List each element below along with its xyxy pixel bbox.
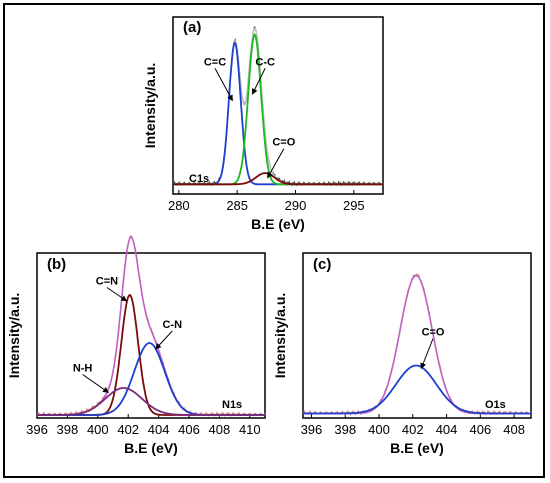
x-axis-title: B.E (eV) (390, 440, 444, 456)
plot-frame-a (172, 16, 384, 195)
x-tick-label: 406 (469, 422, 491, 437)
envelope-line (303, 274, 531, 415)
y-axis-title: Intensity/a.u. (272, 293, 288, 379)
x-tick-label: 295 (343, 198, 365, 213)
x-tick-label: 396 (301, 422, 323, 437)
panel-label: (c) (313, 256, 331, 273)
peak-annotation: C-C (255, 56, 275, 68)
x-tick-label: 410 (239, 422, 261, 437)
envelope-line (37, 236, 265, 416)
spectrum-label: N1s (222, 399, 242, 411)
x-tick-label: 402 (402, 422, 424, 437)
x-tick-label: 398 (334, 422, 356, 437)
annotation-arrow (82, 374, 109, 393)
figure-border (3, 3, 545, 478)
x-tick-label: 398 (57, 422, 79, 437)
panel-label: (a) (183, 19, 201, 36)
raw-spectrum-line (36, 235, 266, 418)
x-tick-label: 402 (117, 422, 139, 437)
peak-line-co (173, 172, 383, 186)
x-tick-label: 408 (503, 422, 525, 437)
spectrum-label: O1s (485, 399, 506, 411)
peak-annotation: N-H (73, 363, 93, 375)
x-tick-label: 290 (285, 198, 307, 213)
peak-annotation: C=N (96, 276, 118, 288)
annotation-arrow (420, 338, 434, 370)
x-tick-label: 280 (168, 198, 190, 213)
x-tick-label: 285 (226, 198, 248, 213)
peak-line-co (303, 364, 531, 415)
peak-annotation: C=C (204, 56, 226, 68)
x-tick-label: 408 (209, 422, 231, 437)
x-axis-title: B.E (eV) (124, 440, 178, 456)
x-tick-label: 396 (26, 422, 48, 437)
plot-frame-b (36, 252, 266, 419)
annotation-arrow (155, 330, 173, 350)
peak-line-nh (37, 387, 265, 416)
panel-label: (b) (47, 256, 66, 273)
peak-annotation: C=O (272, 137, 295, 149)
peak-annotation: C-N (162, 319, 182, 331)
annotation-arrow (267, 148, 285, 179)
raw-spectrum-line (172, 25, 384, 187)
x-tick-label: 400 (368, 422, 390, 437)
x-tick-label: 404 (436, 422, 458, 437)
x-axis-title: B.E (eV) (251, 216, 305, 232)
annotation-arrow (106, 287, 128, 302)
x-tick-label: 404 (148, 422, 170, 437)
x-tick-label: 406 (178, 422, 200, 437)
panel-c: 396 398 400 402 404 406 408 B.E (eV) Intensity/a… (272, 252, 532, 456)
raw-spectrum-line (302, 272, 532, 416)
x-tick-label: 400 (87, 422, 109, 437)
annotation-arrow (251, 68, 266, 95)
peak-annotation: C=O (422, 327, 445, 339)
panel-b: 396 398 400 402 404 406 408 410 B.E (eV) Intensit… (6, 235, 266, 456)
annotation-arrow (214, 68, 233, 102)
plot-frame-c (302, 252, 532, 419)
envelope-line (173, 27, 383, 186)
peak-line-cn (37, 293, 265, 416)
y-axis-title: Intensity/a.u. (6, 293, 22, 379)
y-axis-title: Intensity/a.u. (142, 63, 158, 149)
